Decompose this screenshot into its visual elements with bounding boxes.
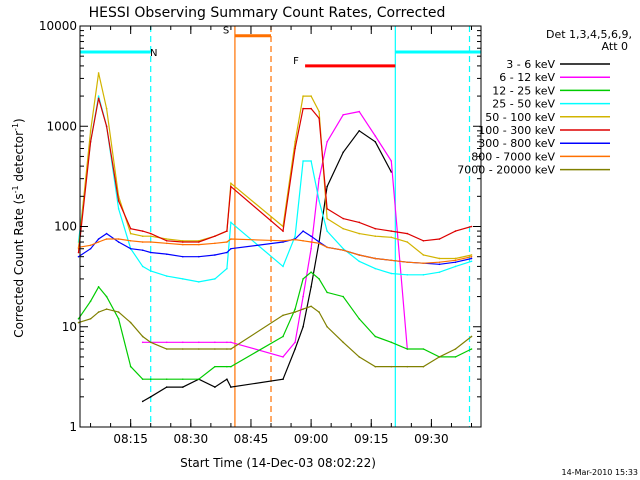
legend-label: 100 - 300 keV	[478, 124, 555, 137]
x-tick-label: 09:00	[294, 432, 329, 446]
y-tick-label: 1	[69, 420, 77, 434]
legend-title-1: Det 1,3,4,5,6,9,	[546, 28, 632, 41]
legend-label: 3 - 6 keV	[506, 58, 555, 71]
y-tick-label: 1000	[46, 119, 77, 133]
legend-label: 6 - 12 keV	[499, 71, 555, 84]
state-bar-label: S	[223, 26, 229, 37]
y-axis-label-sup1: -1	[11, 185, 20, 193]
legend-label: 50 - 100 keV	[485, 111, 555, 124]
series-line	[142, 110, 408, 358]
state-bar-label: N	[150, 48, 157, 59]
y-tick-label: 10	[62, 320, 77, 334]
y-axis-label-mid: detector	[12, 131, 26, 186]
x-tick-label: 08:30	[174, 432, 209, 446]
series-line	[78, 271, 472, 380]
series-line	[78, 238, 472, 264]
y-tick-label: 10000	[39, 19, 77, 33]
series-line	[77, 98, 472, 253]
legend-label: 25 - 50 keV	[492, 98, 555, 111]
x-tick-label: 08:45	[234, 432, 269, 446]
legend-title-2: Att 0	[602, 40, 628, 53]
y-axis: 1 10 100 1000 10000	[39, 19, 481, 434]
y-tick-label: 100	[54, 220, 77, 234]
x-tick-label: 09:30	[414, 432, 449, 446]
y-axis-label-main: Corrected Count Rate (s	[12, 193, 26, 337]
legend-label: 800 - 7000 keV	[471, 150, 555, 163]
y-axis-label-end: )	[12, 118, 26, 123]
series-line	[77, 95, 472, 283]
legend-label: 300 - 800 keV	[478, 137, 555, 150]
state-bar-label: F	[293, 56, 299, 67]
x-axis-label: Start Time (14-Dec-03 08:02:22)	[180, 456, 376, 470]
chart-title: HESSI Observing Summary Count Rates, Cor…	[89, 5, 446, 21]
x-axis: 08:15 08:30 08:45 09:00 09:15 09:30	[90, 26, 473, 446]
y-axis-label-sup2: -1	[11, 123, 20, 131]
legend-label: 12 - 25 keV	[492, 84, 555, 97]
series-line	[142, 129, 392, 402]
series-line	[77, 72, 472, 260]
y-axis-label: Corrected Count Rate (s-1 detector-1)	[11, 118, 26, 337]
plot-timestamp: 14-Mar-2010 15:33	[562, 468, 639, 477]
legend-label: 7000 - 20000 keV	[457, 164, 555, 177]
plot-area: N S F	[77, 26, 481, 427]
series-line	[78, 305, 472, 368]
x-tick-label: 08:15	[113, 432, 148, 446]
x-tick-label: 09:15	[354, 432, 389, 446]
